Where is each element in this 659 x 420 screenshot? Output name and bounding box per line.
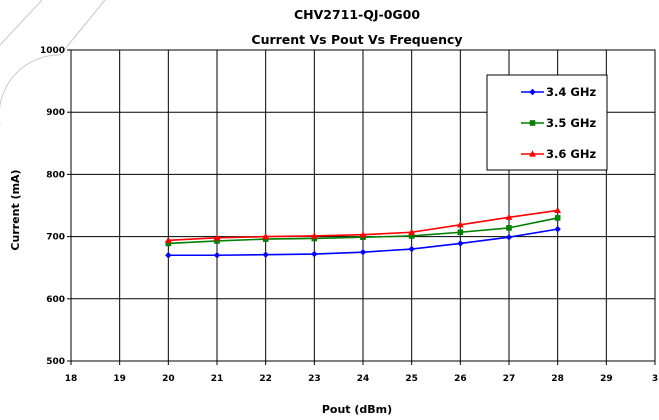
data-point bbox=[359, 248, 367, 256]
x-tick-label: 23 bbox=[308, 374, 321, 384]
series-group bbox=[164, 206, 562, 259]
data-point bbox=[165, 240, 172, 247]
data-point bbox=[554, 215, 561, 221]
chart-title: CHV2711-QJ-0G00 bbox=[294, 7, 420, 22]
data-point bbox=[214, 238, 220, 244]
data-point bbox=[457, 229, 464, 236]
data-point bbox=[213, 234, 221, 241]
x-tick-label: 21 bbox=[211, 374, 224, 384]
data-point bbox=[408, 245, 415, 253]
data-point bbox=[554, 206, 562, 214]
series-3-4-ghz bbox=[165, 225, 561, 259]
data-point bbox=[408, 228, 416, 235]
x-tick-label: 20 bbox=[162, 374, 175, 384]
data-point bbox=[164, 236, 172, 243]
y-tick-label: 700 bbox=[46, 233, 65, 243]
watermark-shape bbox=[0, 0, 106, 125]
data-point bbox=[554, 225, 561, 233]
legend-item: 3.4 GHz bbox=[521, 85, 596, 99]
x-tick-label: 25 bbox=[405, 374, 418, 384]
data-point bbox=[408, 233, 415, 239]
chart-subtitle: Current Vs Pout Vs Frequency bbox=[251, 32, 462, 47]
x-tick-label: 22 bbox=[259, 374, 272, 384]
legend-label: 3.6 GHz bbox=[546, 147, 596, 161]
y-tick-label: 1000 bbox=[40, 46, 65, 56]
x-tick-label: 3 bbox=[652, 374, 658, 384]
data-point bbox=[165, 252, 172, 259]
x-tick-label: 24 bbox=[357, 374, 370, 384]
data-point bbox=[457, 240, 464, 247]
data-point bbox=[456, 221, 464, 228]
data-point bbox=[262, 233, 270, 240]
legend-marker bbox=[529, 150, 536, 157]
data-point bbox=[262, 251, 269, 258]
legend-label: 3.4 GHz bbox=[546, 85, 596, 99]
x-tick-label: 29 bbox=[600, 374, 613, 384]
legend: 3.4 GHz 3.5 GHz 3.6 GHz bbox=[486, 74, 608, 171]
x-tick-label: 28 bbox=[551, 374, 564, 384]
x-tick-label: 27 bbox=[503, 374, 516, 384]
y-tick-label: 600 bbox=[46, 295, 65, 305]
x-axis: 18 19 20 21 22 23 24 25 26 27 28 29 3 bbox=[65, 361, 658, 384]
legend-item: 3.5 GHz bbox=[521, 116, 596, 130]
x-tick-label: 26 bbox=[454, 374, 467, 384]
y-tick-label: 800 bbox=[46, 170, 65, 180]
y-axis-label: Current (mA) bbox=[9, 169, 22, 250]
data-point bbox=[505, 213, 513, 220]
x-tick-label: 19 bbox=[113, 374, 126, 384]
data-point bbox=[506, 225, 512, 231]
x-tick-label: 18 bbox=[65, 374, 78, 384]
y-tick-label: 500 bbox=[46, 357, 65, 367]
y-tick-label: 900 bbox=[46, 108, 65, 118]
legend-marker bbox=[529, 88, 536, 96]
data-point bbox=[213, 252, 221, 259]
data-point bbox=[359, 231, 367, 238]
legend-marker bbox=[529, 120, 536, 126]
legend-item: 3.6 GHz bbox=[521, 147, 596, 161]
series-3-6-ghz bbox=[164, 206, 562, 243]
data-point bbox=[311, 250, 318, 258]
y-axis: 500 600 700 800 900 1000 bbox=[40, 46, 71, 367]
legend-label: 3.5 GHz bbox=[546, 116, 596, 130]
data-point bbox=[505, 234, 513, 241]
data-point bbox=[310, 232, 318, 239]
x-axis-label: Pout (dBm) bbox=[322, 403, 392, 416]
legend-box bbox=[486, 74, 608, 171]
